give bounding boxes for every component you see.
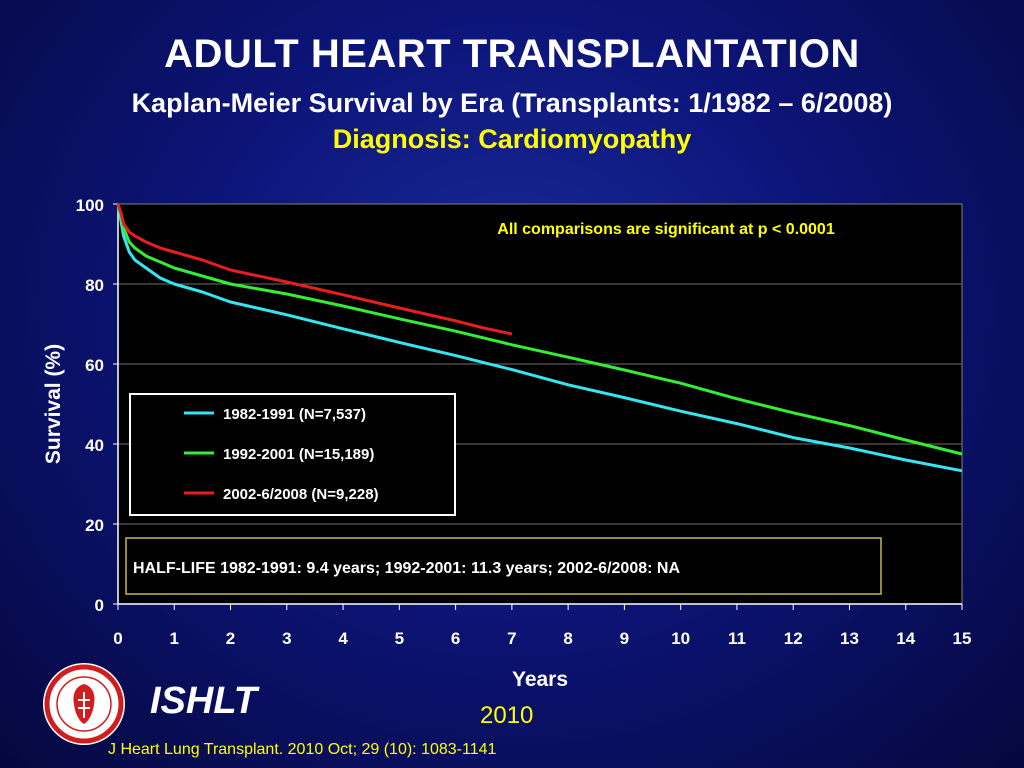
y-axis-label: Survival (%) [42, 344, 65, 464]
significance-annotation: All comparisons are significant at p < 0… [497, 221, 835, 238]
x-tick-label: 0 [113, 629, 122, 648]
y-tick-label: 100 [76, 196, 104, 215]
x-tick-label: 1 [170, 629, 179, 648]
ishlt-logo [43, 663, 125, 745]
y-tick-label: 80 [85, 276, 104, 295]
x-tick-label: 15 [953, 629, 972, 648]
x-tick-label: 9 [620, 629, 629, 648]
x-tick-label: 8 [563, 629, 572, 648]
x-tick-label: 5 [395, 629, 404, 648]
y-tick-label: 20 [85, 516, 104, 535]
legend-label-1: 1992-2001 (N=15,189) [223, 446, 374, 463]
x-tick-label: 2 [226, 629, 235, 648]
slide-diagnosis: Diagnosis: Cardiomyopathy [332, 124, 692, 154]
y-tick-label: 60 [85, 356, 104, 375]
citation: J Heart Lung Transplant. 2010 Oct; 29 (1… [108, 741, 497, 758]
org-name: ISHLT [150, 680, 257, 722]
series-group [116, 203, 963, 473]
x-tick-label: 3 [282, 629, 291, 648]
slide-subtitle: Kaplan-Meier Survival by Era (Transplant… [131, 88, 893, 118]
x-axis-label: Years [512, 668, 568, 691]
x-tick-label: 14 [896, 629, 915, 648]
x-tick-label: 12 [784, 629, 803, 648]
report-year: 2010 [480, 702, 534, 729]
half-life-text: HALF-LIFE 1982-1991: 9.4 years; 1992-200… [133, 560, 680, 577]
legend: 1982-1991 (N=7,537) 1992-2001 (N=15,189) 2… [129, 393, 456, 516]
y-axis: 0 20 40 60 80 100 [76, 196, 119, 615]
legend-label-2: 2002-6/2008 (N=9,228) [223, 486, 379, 503]
x-tick-label: 13 [840, 629, 859, 648]
x-tick-label: 10 [671, 629, 690, 648]
slide-title: ADULT HEART TRANSPLANTATION [164, 32, 860, 76]
series-line-0 [116, 203, 963, 473]
series-line-2 [116, 203, 513, 336]
x-axis: 0 1 2 3 4 5 6 7 8 9 10 11 12 13 14 15 [113, 603, 972, 648]
y-tick-label: 40 [85, 436, 104, 455]
series-line-1 [116, 203, 963, 456]
x-tick-label: 11 [728, 629, 746, 648]
legend-label-0: 1982-1991 (N=7,537) [223, 406, 366, 423]
x-tick-label: 4 [338, 629, 348, 648]
half-life-box: HALF-LIFE 1982-1991: 9.4 years; 1992-200… [125, 537, 882, 595]
x-tick-label: 6 [451, 629, 460, 648]
y-tick-label: 0 [95, 596, 104, 615]
x-tick-label: 7 [507, 629, 516, 648]
